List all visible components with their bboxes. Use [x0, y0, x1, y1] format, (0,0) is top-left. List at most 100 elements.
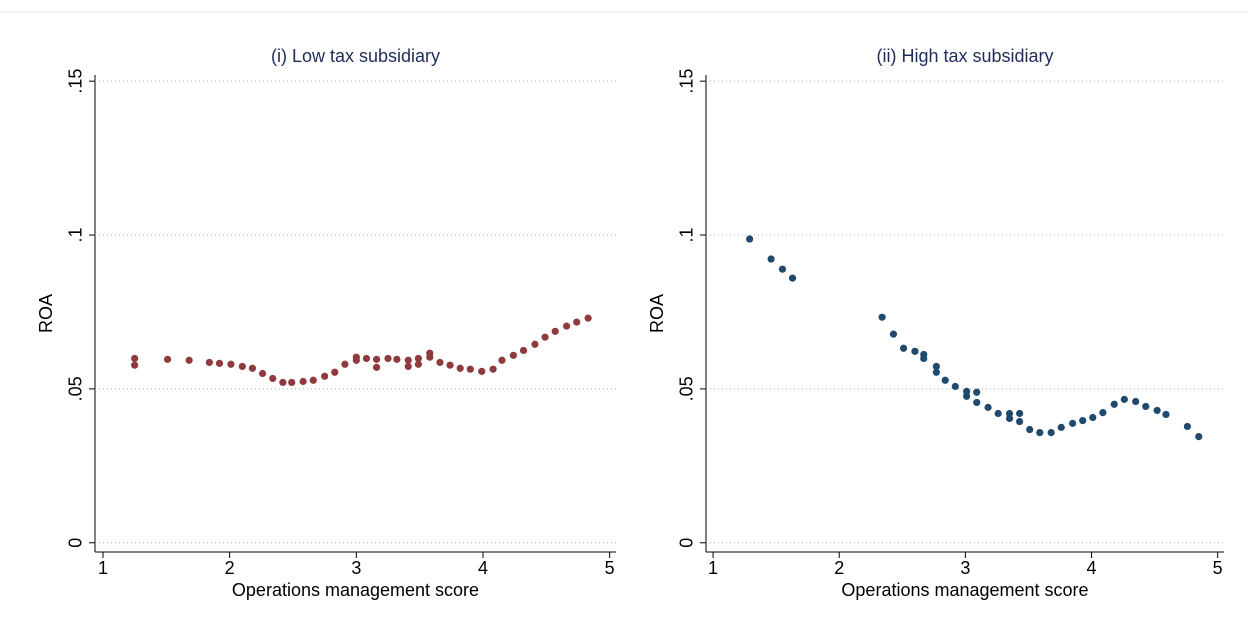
point: [384, 354, 392, 363]
point: [393, 355, 401, 363]
y-tick-label: 0: [66, 538, 86, 548]
point: [1162, 410, 1170, 419]
point: [436, 358, 444, 367]
point: [963, 392, 971, 400]
point: [788, 274, 797, 282]
x-tick-label: 1: [98, 558, 108, 578]
point: [414, 354, 422, 363]
point: [932, 362, 940, 371]
point: [889, 330, 898, 338]
point: [973, 398, 981, 407]
point: [541, 333, 549, 341]
x-tick-label: 5: [605, 558, 615, 578]
x-tick-label: 4: [1087, 558, 1097, 578]
point: [1016, 409, 1024, 418]
point: [767, 255, 775, 263]
point: [1089, 413, 1097, 422]
chart-title: (i) Low tax subsidiary: [271, 46, 440, 66]
point: [1057, 423, 1065, 431]
point: [584, 314, 592, 322]
y-axis-label: ROA: [647, 294, 667, 333]
point: [352, 353, 360, 361]
point: [309, 376, 317, 384]
point: [899, 344, 908, 352]
point: [131, 354, 139, 363]
point: [414, 360, 422, 368]
y-tick-label: .05: [66, 376, 86, 401]
point: [404, 362, 412, 371]
point: [185, 356, 193, 364]
x-tick-label: 3: [351, 558, 361, 578]
point: [163, 355, 172, 363]
point: [279, 378, 287, 387]
point: [404, 356, 412, 364]
point: [238, 362, 246, 371]
chart-title: (ii) High tax subsidiary: [876, 46, 1053, 66]
point: [299, 377, 307, 386]
point: [951, 382, 959, 391]
point: [1110, 400, 1118, 408]
point: [1047, 428, 1055, 437]
point: [1005, 409, 1014, 418]
y-tick-label: .15: [66, 69, 86, 94]
point: [372, 363, 381, 371]
point: [131, 361, 139, 369]
point: [489, 365, 497, 373]
point: [911, 347, 919, 355]
point: [932, 368, 940, 376]
point: [778, 265, 787, 273]
point: [466, 365, 474, 373]
point: [446, 361, 454, 369]
point: [215, 359, 224, 367]
point: [205, 358, 213, 367]
point: [509, 351, 517, 359]
x-axis-label: Operations management score: [841, 580, 1088, 600]
point: [1079, 416, 1087, 425]
point: [941, 376, 949, 384]
y-tick-label: 0: [677, 538, 697, 548]
point: [331, 368, 339, 376]
point: [478, 367, 486, 375]
point: [1005, 414, 1014, 423]
point: [1099, 408, 1107, 417]
x-tick-label: 1: [708, 558, 718, 578]
point: [994, 409, 1002, 418]
point: [746, 235, 754, 243]
point: [1036, 428, 1044, 437]
point: [963, 387, 971, 395]
point: [362, 354, 371, 363]
point: [878, 313, 886, 321]
point: [1132, 397, 1140, 406]
point: [1183, 422, 1192, 431]
point: [248, 364, 257, 372]
x-tick-label: 4: [478, 558, 488, 578]
point: [372, 355, 381, 363]
point: [321, 372, 329, 380]
point: [1195, 432, 1203, 441]
point: [341, 360, 349, 368]
y-tick-label: .1: [66, 228, 86, 243]
point: [920, 354, 928, 363]
point: [519, 346, 528, 355]
point: [551, 327, 559, 335]
point: [1153, 406, 1161, 415]
x-tick-label: 2: [834, 558, 844, 578]
x-tick-label: 5: [1213, 558, 1223, 578]
x-axis-label: Operations management score: [232, 580, 479, 600]
point: [258, 369, 267, 378]
point: [562, 322, 571, 330]
y-axis-label: ROA: [36, 294, 56, 333]
point: [269, 374, 277, 383]
point: [1016, 417, 1024, 426]
point: [531, 340, 539, 348]
y-tick-label: .05: [677, 376, 697, 401]
point: [573, 318, 581, 326]
point: [1069, 419, 1077, 427]
point: [456, 364, 464, 372]
x-tick-label: 3: [960, 558, 970, 578]
point: [1120, 395, 1128, 403]
point: [227, 360, 235, 368]
point: [288, 378, 296, 387]
point: [973, 388, 981, 396]
